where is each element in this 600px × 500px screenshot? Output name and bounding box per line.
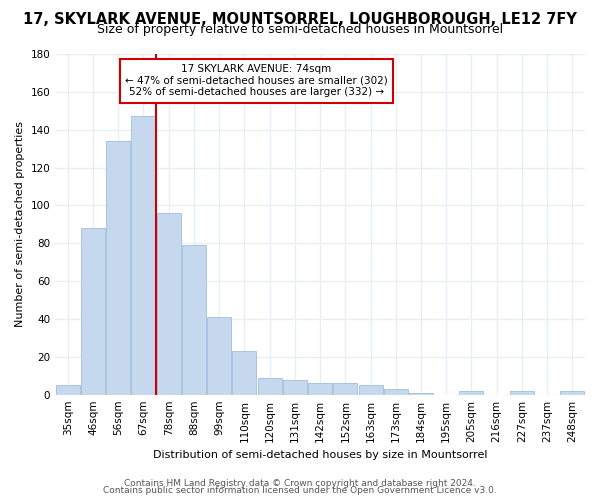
Bar xyxy=(81,228,105,394)
Bar xyxy=(510,391,534,394)
Text: Size of property relative to semi-detached houses in Mountsorrel: Size of property relative to semi-detach… xyxy=(97,22,503,36)
Bar xyxy=(560,391,584,394)
Bar xyxy=(460,391,484,394)
Bar xyxy=(384,389,408,394)
Bar xyxy=(131,116,155,394)
Bar xyxy=(283,380,307,394)
Bar xyxy=(308,384,332,394)
Bar xyxy=(334,384,357,394)
Text: Contains public sector information licensed under the Open Government Licence v3: Contains public sector information licen… xyxy=(103,486,497,495)
Text: 17, SKYLARK AVENUE, MOUNTSORREL, LOUGHBOROUGH, LE12 7FY: 17, SKYLARK AVENUE, MOUNTSORREL, LOUGHBO… xyxy=(23,12,577,28)
Bar xyxy=(232,351,256,395)
Bar xyxy=(182,245,206,394)
Bar xyxy=(359,385,383,394)
Bar xyxy=(157,213,181,394)
Bar xyxy=(257,378,281,394)
Bar xyxy=(207,317,231,394)
Y-axis label: Number of semi-detached properties: Number of semi-detached properties xyxy=(15,122,25,328)
Bar xyxy=(409,393,433,394)
X-axis label: Distribution of semi-detached houses by size in Mountsorrel: Distribution of semi-detached houses by … xyxy=(153,450,487,460)
Text: 17 SKYLARK AVENUE: 74sqm
← 47% of semi-detached houses are smaller (302)
52% of : 17 SKYLARK AVENUE: 74sqm ← 47% of semi-d… xyxy=(125,64,388,98)
Bar xyxy=(106,141,130,395)
Bar xyxy=(56,385,80,394)
Text: Contains HM Land Registry data © Crown copyright and database right 2024.: Contains HM Land Registry data © Crown c… xyxy=(124,478,476,488)
